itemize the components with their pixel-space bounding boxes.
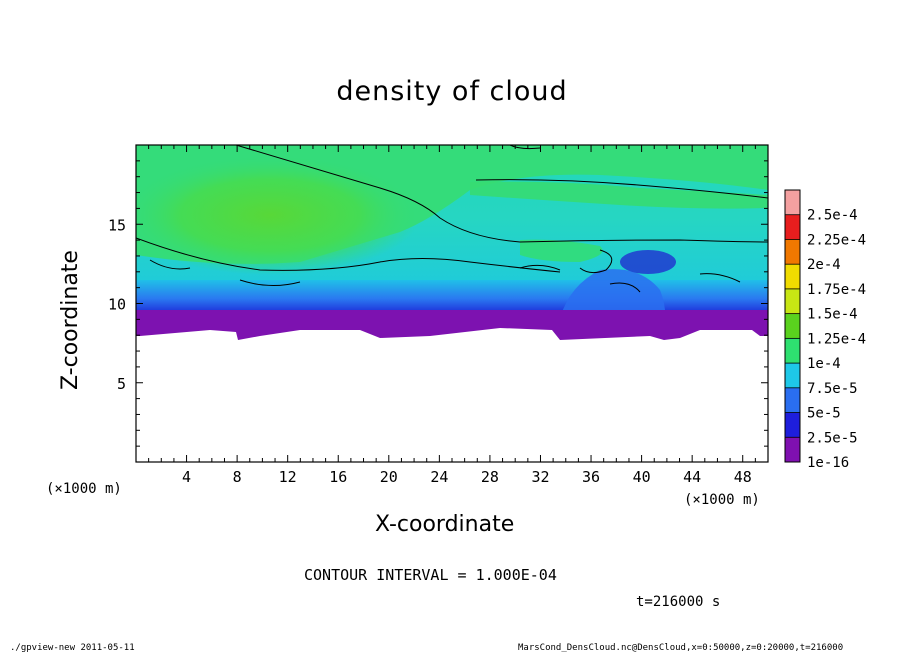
colorbar-swatch xyxy=(785,239,800,265)
x-axis-ticks xyxy=(148,145,756,462)
y-tick-label: 15 xyxy=(108,216,126,234)
colorbar-label: 1.25e-4 xyxy=(807,331,866,347)
colorbar-label: 2.5e-4 xyxy=(807,208,858,224)
time-stamp: t=216000 s xyxy=(636,594,721,610)
green-core xyxy=(136,155,420,275)
purple-bottom-edge xyxy=(136,310,768,340)
data-source-info: MarsCond_DensCloud.nc@DensCloud,x=0:5000… xyxy=(518,643,844,653)
x-tick-label: 44 xyxy=(683,468,701,486)
colorbar-swatch xyxy=(785,190,800,215)
colorbar-swatch xyxy=(785,387,800,413)
x-tick-label: 24 xyxy=(430,468,448,486)
x-tick-label: 40 xyxy=(633,468,651,486)
x-tick-label: 48 xyxy=(734,468,752,486)
x-tick-label: 16 xyxy=(329,468,347,486)
x-tick-label: 12 xyxy=(279,468,297,486)
colorbar-swatch xyxy=(785,437,800,462)
x-tick-label: 8 xyxy=(233,468,242,486)
chart-title: density of cloud xyxy=(336,76,568,107)
x-tick-labels: 4 8 12 16 20 24 28 32 36 40 44 48 xyxy=(182,468,752,486)
green-streak xyxy=(470,181,768,209)
x-tick-label: 32 xyxy=(531,468,549,486)
y-tick-label: 5 xyxy=(117,375,126,393)
x-tick-label: 4 xyxy=(182,468,191,486)
colorbar-label: 7.5e-5 xyxy=(807,381,858,397)
contour-lines xyxy=(136,145,768,293)
colorbar-label: 1.5e-4 xyxy=(807,307,858,323)
colorbar-swatch xyxy=(785,214,800,240)
colorbar-label: 1e-4 xyxy=(807,356,841,372)
colorbar-label: 5e-5 xyxy=(807,406,841,422)
y-axis-ticks xyxy=(136,160,768,447)
colorbar-label: 1.75e-4 xyxy=(807,282,866,298)
colorbar xyxy=(784,189,801,463)
colorbar-swatch xyxy=(785,264,800,289)
colorbar-labels: 1e-16 2.5e-5 5e-5 7.5e-5 1e-4 1.25e-4 1.5e-4 1.… xyxy=(807,208,866,471)
colorbar-swatch xyxy=(785,363,800,388)
colorbar-label: 2.5e-5 xyxy=(807,430,858,446)
x-tick-label: 28 xyxy=(481,468,499,486)
y-axis-label: Z-coordinate xyxy=(58,250,83,390)
x-tick-label: 36 xyxy=(582,468,600,486)
colorbar-swatch xyxy=(785,412,800,438)
colorbar-label: 1e-16 xyxy=(807,455,849,471)
colorbar-label: 2e-4 xyxy=(807,257,841,273)
x-unit-label-left: (×1000 m) xyxy=(46,481,122,497)
y-tick-label: 10 xyxy=(108,296,126,314)
x-axis-label: X-coordinate xyxy=(375,512,515,537)
program-info: ./gpview-new 2011-05-11 xyxy=(10,643,135,653)
colorbar-label: 2.25e-4 xyxy=(807,232,866,248)
x-unit-label-right: (×1000 m) xyxy=(684,492,760,508)
plot-area xyxy=(136,145,768,462)
green-patch-right xyxy=(520,239,603,262)
contour-interval-note: CONTOUR INTERVAL = 1.000E-04 xyxy=(304,566,557,584)
dark-blue-spot xyxy=(620,250,676,274)
x-tick-label: 20 xyxy=(380,468,398,486)
colorbar-swatch xyxy=(785,338,800,364)
y-tick-labels: 5 10 15 xyxy=(108,216,126,393)
colorbar-swatch xyxy=(785,313,800,339)
colorbar-swatch xyxy=(785,288,800,314)
